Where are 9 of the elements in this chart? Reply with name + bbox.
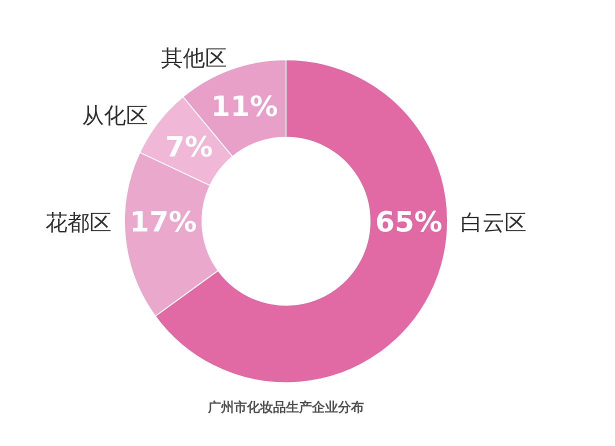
data-label: 65% [375, 205, 442, 238]
data-label: 7% [165, 130, 213, 164]
slice-label: 白云区 [460, 210, 526, 236]
slice-label: 其他区 [160, 46, 227, 72]
slice-label: 花都区 [46, 210, 112, 236]
text: 广州市化妆品生产企业分布 [207, 400, 364, 416]
data-label: 17% [130, 205, 197, 238]
slice-label: 从化区 [82, 104, 148, 129]
data-label: 11% [210, 90, 278, 123]
